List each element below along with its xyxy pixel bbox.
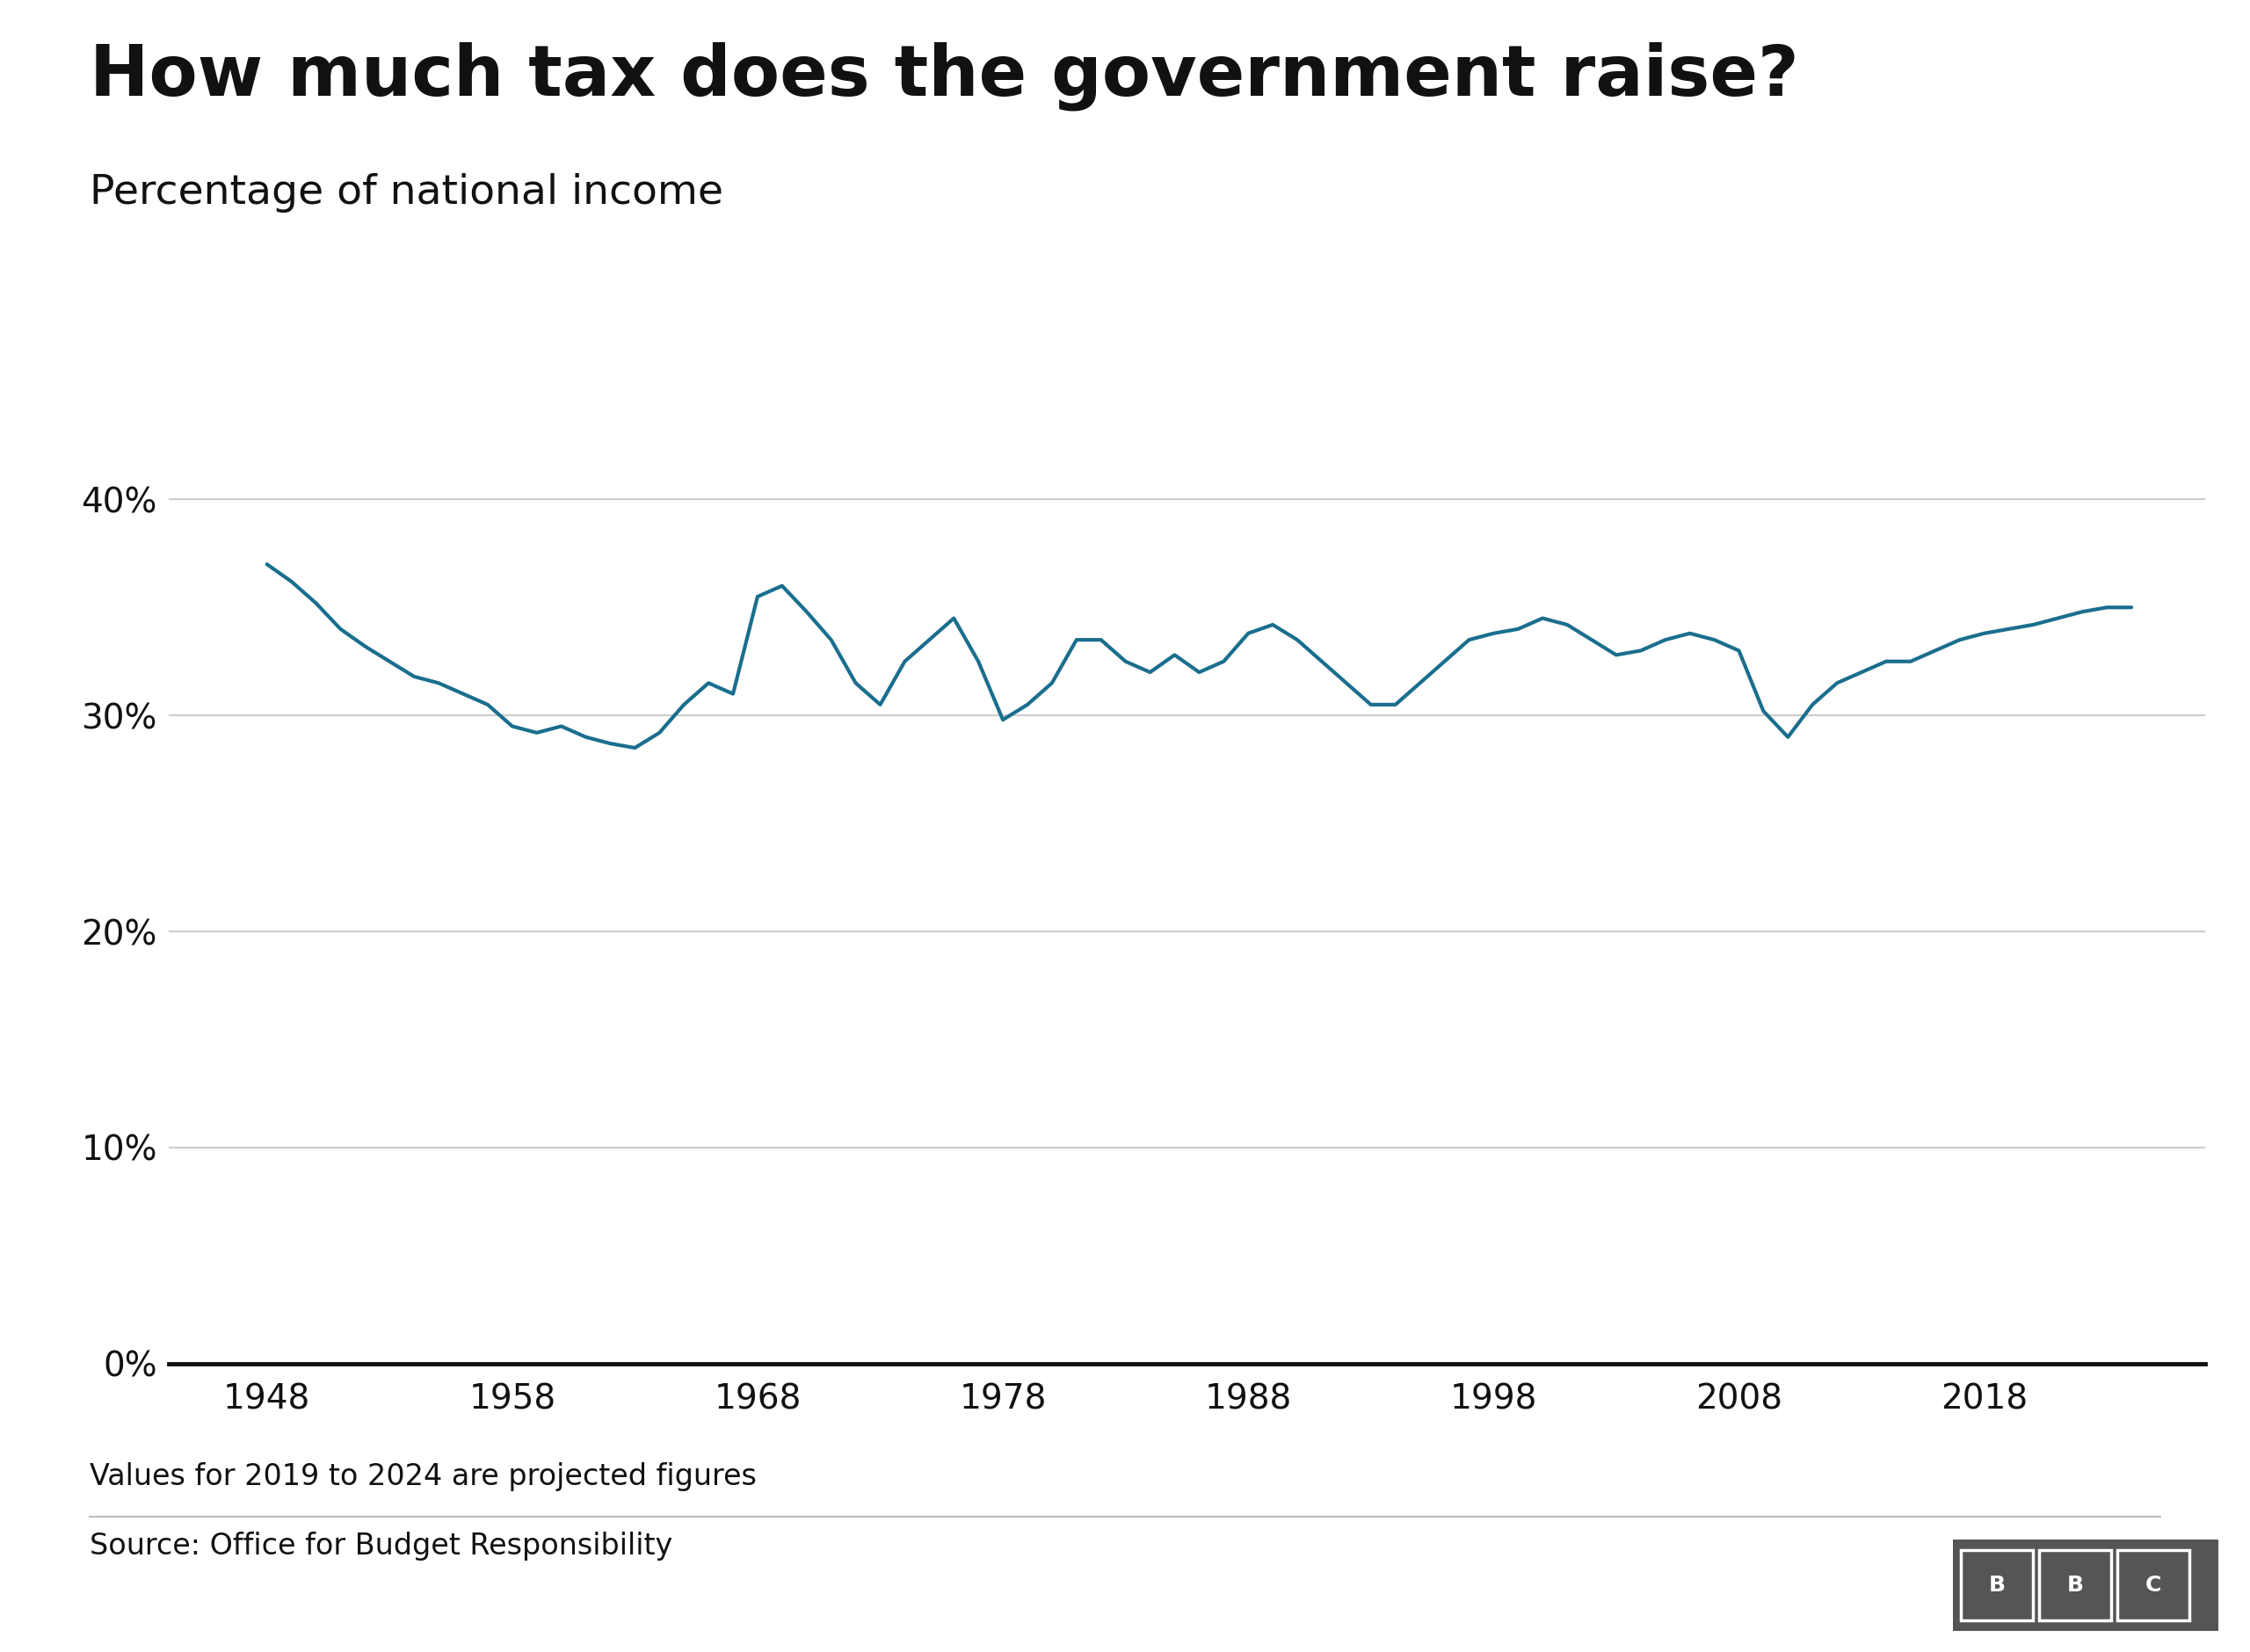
- Text: Source: Office for Budget Responsibility: Source: Office for Budget Responsibility: [90, 1531, 673, 1561]
- Text: C: C: [2146, 1574, 2162, 1596]
- Text: B: B: [2068, 1574, 2084, 1596]
- Text: Percentage of national income: Percentage of national income: [90, 173, 724, 213]
- FancyBboxPatch shape: [2038, 1550, 2110, 1621]
- FancyBboxPatch shape: [2117, 1550, 2189, 1621]
- FancyBboxPatch shape: [1962, 1550, 2032, 1621]
- Text: Values for 2019 to 2024 are projected figures: Values for 2019 to 2024 are projected fi…: [90, 1462, 756, 1492]
- Text: How much tax does the government raise?: How much tax does the government raise?: [90, 41, 1800, 111]
- Text: B: B: [1989, 1574, 2005, 1596]
